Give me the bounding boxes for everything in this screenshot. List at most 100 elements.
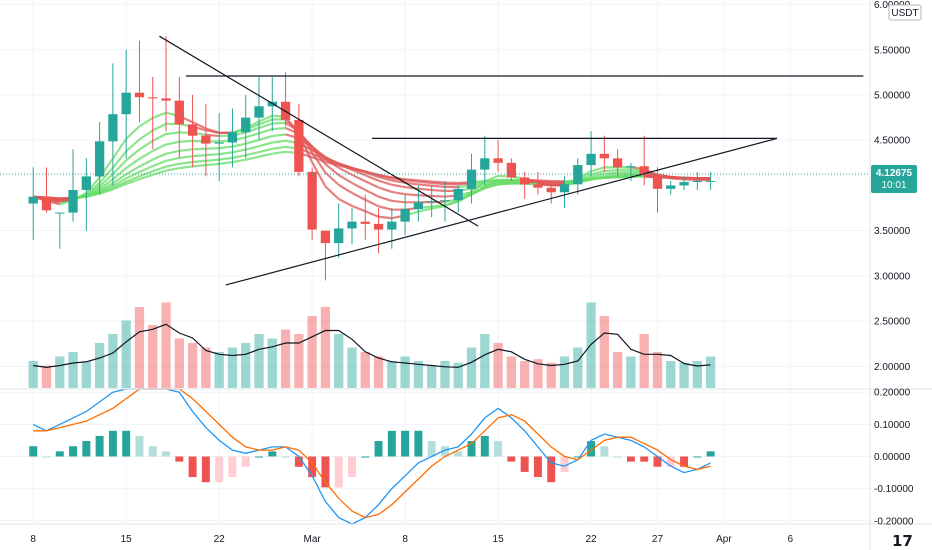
- ribbon-segment: [112, 167, 127, 181]
- price-tick-label: 3.50000: [874, 226, 911, 237]
- volume-bar: [400, 356, 410, 388]
- ribbon-segment: [404, 179, 419, 183]
- ribbon-segment: [391, 199, 406, 204]
- candle-body[interactable]: [559, 184, 570, 193]
- volume-bar: [241, 343, 251, 388]
- ribbon-segment: [325, 158, 340, 166]
- candle-body[interactable]: [148, 97, 158, 99]
- candle-body[interactable]: [254, 106, 264, 118]
- candle-body[interactable]: [400, 209, 410, 222]
- ribbon-segment: [179, 148, 193, 152]
- ribbon-segment: [125, 157, 141, 169]
- ribbon-segment: [364, 180, 380, 189]
- candle-body[interactable]: [28, 196, 38, 204]
- candle-body[interactable]: [68, 189, 78, 213]
- candle-body[interactable]: [679, 182, 689, 186]
- macd-histogram-bar: [148, 446, 157, 457]
- candle-body[interactable]: [440, 200, 450, 202]
- candle-body[interactable]: [533, 184, 543, 188]
- tradingview-logo[interactable]: 17: [892, 532, 913, 550]
- volume-bar: [148, 325, 158, 388]
- trendlines[interactable]: [159, 35, 864, 286]
- candle-body[interactable]: [94, 141, 105, 177]
- candle-body[interactable]: [599, 153, 609, 159]
- candle-body[interactable]: [360, 221, 370, 224]
- candle-body[interactable]: [413, 202, 424, 210]
- candle-body[interactable]: [347, 221, 357, 229]
- ribbon-segment: [498, 181, 512, 185]
- candle-body[interactable]: [41, 196, 52, 211]
- candle-body[interactable]: [373, 223, 384, 230]
- candle-body[interactable]: [294, 119, 304, 172]
- ribbon-segment: [258, 114, 273, 123]
- ribbon-segment: [111, 138, 128, 160]
- time-tick-label: 22: [586, 534, 598, 545]
- candle-body[interactable]: [108, 114, 118, 142]
- candle-body[interactable]: [227, 132, 238, 143]
- trendline[interactable]: [159, 35, 479, 227]
- candlesticks[interactable]: [28, 36, 716, 281]
- candle-body[interactable]: [307, 171, 317, 230]
- candle-body[interactable]: [520, 177, 530, 185]
- candle-body[interactable]: [480, 158, 490, 170]
- ribbon-segment: [431, 194, 446, 198]
- candle-body[interactable]: [453, 188, 463, 201]
- candle-body[interactable]: [81, 176, 91, 190]
- candle-body[interactable]: [187, 124, 198, 136]
- candle-body[interactable]: [586, 153, 596, 166]
- candle-body[interactable]: [134, 92, 145, 98]
- candle-body[interactable]: [201, 135, 211, 144]
- ribbon-segment: [418, 207, 432, 213]
- ribbon-segment: [378, 175, 393, 182]
- candle-body[interactable]: [546, 187, 556, 193]
- candle-body[interactable]: [692, 180, 702, 183]
- currency-badge[interactable]: USDT: [888, 4, 922, 21]
- ribbon-segment: [338, 164, 353, 170]
- candle-body[interactable]: [626, 166, 636, 168]
- ribbon-segment: [152, 122, 167, 132]
- candle-body[interactable]: [666, 185, 676, 189]
- ribbon-segment: [378, 195, 393, 202]
- ribbon-segment: [232, 148, 246, 154]
- candle-body[interactable]: [334, 228, 344, 244]
- current-price-box: [871, 164, 917, 193]
- candle-body[interactable]: [55, 212, 65, 214]
- candle-body[interactable]: [427, 201, 437, 203]
- volume-bars: [28, 302, 716, 388]
- volume-bar: [68, 352, 78, 388]
- indicator-tick-label: 0.20000: [874, 388, 911, 399]
- ribbon-segment: [537, 179, 552, 183]
- time-axis[interactable]: 8 15 22 Mar 8 15 22 27 Apr 6: [30, 534, 793, 545]
- candle-body[interactable]: [506, 162, 517, 178]
- candle-body[interactable]: [493, 158, 503, 163]
- trendline[interactable]: [225, 137, 778, 286]
- candle-body[interactable]: [161, 98, 171, 101]
- candle-body[interactable]: [652, 175, 663, 189]
- ribbon-segment: [205, 129, 220, 135]
- indicator-tick-label: -0.20000: [874, 516, 914, 527]
- candle-body[interactable]: [466, 169, 477, 189]
- candle-body[interactable]: [639, 166, 649, 176]
- ribbon-segment: [364, 198, 380, 208]
- macd-histogram-bar: [613, 456, 622, 458]
- macd-histogram-bar: [387, 430, 396, 457]
- currency-badge-box: [888, 4, 922, 21]
- ribbon-segment: [219, 161, 233, 165]
- volume-bar: [559, 356, 570, 388]
- candle-body[interactable]: [573, 165, 583, 185]
- candle-body[interactable]: [705, 180, 716, 182]
- candle-body[interactable]: [612, 158, 623, 168]
- candle-body[interactable]: [241, 117, 251, 133]
- candle-body[interactable]: [214, 142, 224, 144]
- ribbon-segment: [272, 145, 286, 150]
- macd-histogram-bar: [547, 456, 556, 483]
- candle-body[interactable]: [121, 92, 131, 115]
- ribbon-segment: [138, 149, 154, 160]
- indicator-axis[interactable]: 0.20000 0.10000 0.00000 -0.10000 -0.20000: [874, 388, 914, 528]
- candle-body[interactable]: [320, 230, 331, 244]
- candle-body[interactable]: [174, 100, 184, 125]
- candle-body[interactable]: [387, 221, 397, 230]
- ribbon-segment: [98, 173, 114, 188]
- macd-histogram-bar: [82, 441, 91, 457]
